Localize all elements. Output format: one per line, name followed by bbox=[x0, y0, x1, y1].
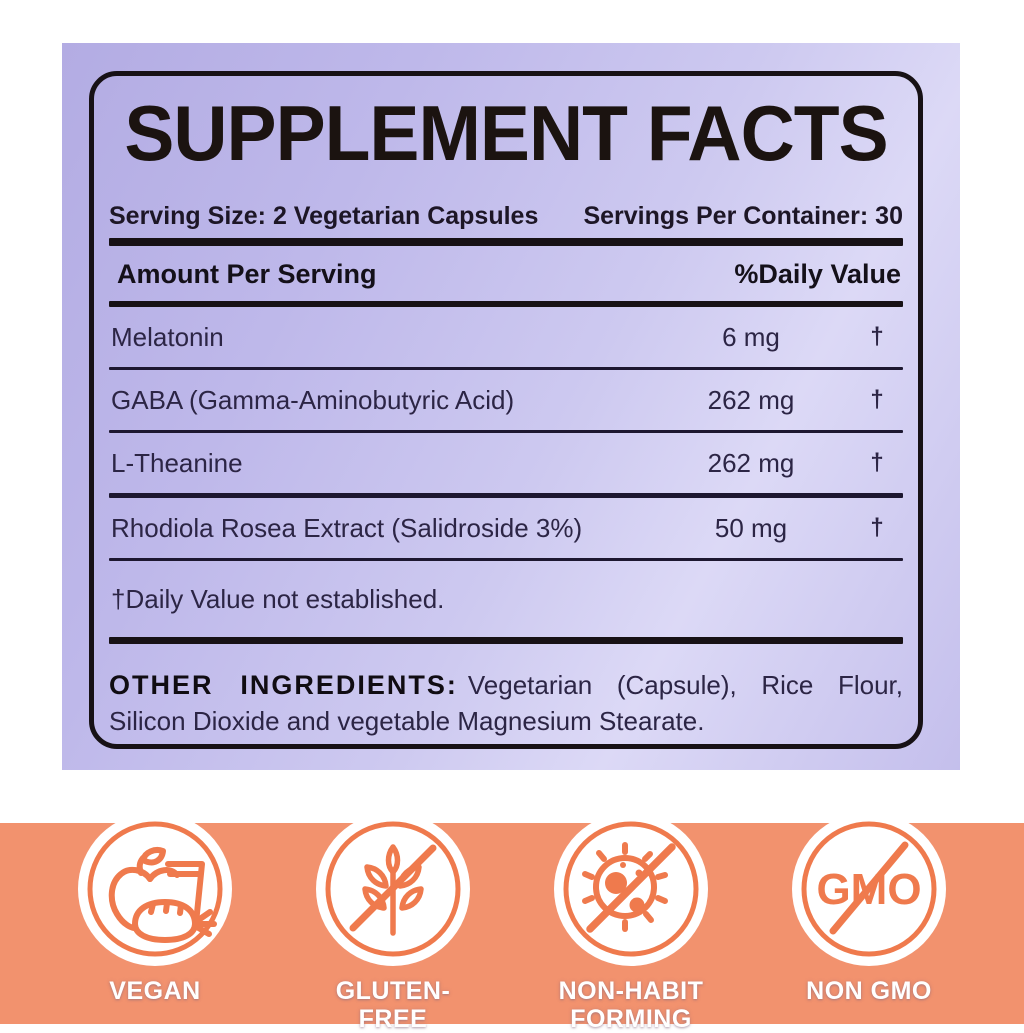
column-header-amount: Amount Per Serving bbox=[117, 259, 377, 289]
nutrient-amount: 262 mg bbox=[707, 447, 795, 478]
row-divider bbox=[109, 493, 903, 498]
row-divider bbox=[109, 558, 903, 561]
nutrient-amount: 50 mg bbox=[714, 512, 788, 543]
badge-non-habit-forming: NON-HABIT FORMING bbox=[553, 811, 709, 1033]
daily-value-footnote: †Daily Value not established. bbox=[111, 583, 445, 614]
nutrient-daily-value: † bbox=[870, 514, 884, 541]
nutrient-name: GABA (Gamma-Aminobutyric Acid) bbox=[111, 384, 515, 415]
panel-title: SUPPLEMENT FACTS bbox=[124, 89, 888, 177]
divider-thick-top bbox=[109, 238, 903, 246]
table-header-row: Amount Per Serving %Daily Value bbox=[109, 246, 903, 301]
badge-label: NON GMO bbox=[806, 977, 932, 1005]
serving-size-text: Serving Size: 2 Vegetarian Capsules bbox=[109, 202, 539, 230]
nutrient-daily-value: † bbox=[870, 323, 884, 350]
table-row: GABA (Gamma-Aminobutyric Acid) 262 mg † bbox=[109, 370, 903, 430]
nutrient-amount: 6 mg bbox=[722, 321, 780, 352]
table-row: Melatonin 6 mg † bbox=[109, 307, 903, 367]
nutrient-name: Rhodiola Rosea Extract (Salidroside 3%) bbox=[111, 512, 583, 543]
vegan-icon bbox=[78, 812, 232, 966]
column-header-daily-value: %Daily Value bbox=[734, 259, 901, 289]
badge-row: VEGAN GLUTEN-FREE bbox=[0, 811, 1024, 1033]
badge-label: VEGAN bbox=[109, 977, 201, 1005]
nutrient-daily-value: † bbox=[870, 386, 884, 413]
nutrient-amount: 262 mg bbox=[707, 384, 795, 415]
servings-per-container-text: Servings Per Container: 30 bbox=[583, 202, 903, 230]
non-habit-forming-icon bbox=[554, 812, 708, 966]
row-divider bbox=[109, 430, 903, 433]
badge-label: GLUTEN-FREE bbox=[335, 977, 451, 1033]
table-row: Rhodiola Rosea Extract (Salidroside 3%) … bbox=[109, 498, 903, 558]
badge-label: NON-HABIT FORMING bbox=[558, 977, 704, 1033]
other-ingredients-paragraph: OTHER INGREDIENTS: Vegetarian (Capsule), … bbox=[109, 668, 903, 738]
nutrient-name: L-Theanine bbox=[111, 447, 243, 478]
serving-info-row: Serving Size: 2 Vegetarian Capsules Serv… bbox=[109, 202, 903, 231]
nutrient-daily-value: † bbox=[870, 449, 884, 476]
supplement-facts-panel: SUPPLEMENT FACTS Serving Size: 2 Vegetar… bbox=[62, 43, 960, 770]
table-row: L-Theanine 262 mg † bbox=[109, 433, 903, 493]
divider-thick-header bbox=[109, 301, 903, 307]
divider-thick-bottom bbox=[109, 637, 903, 644]
nutrient-name: Melatonin bbox=[111, 321, 224, 352]
badge-gluten-free: GLUTEN-FREE bbox=[315, 811, 471, 1033]
panel-border: SUPPLEMENT FACTS Serving Size: 2 Vegetar… bbox=[89, 71, 923, 749]
non-gmo-icon: GMO bbox=[792, 812, 946, 966]
badge-non-gmo: GMO NON GMO bbox=[791, 811, 947, 1033]
badge-vegan: VEGAN bbox=[77, 811, 233, 1033]
other-ingredients-text: Vegetarian (Capsule), Rice Flour, Silico… bbox=[109, 670, 903, 736]
gluten-free-icon bbox=[316, 812, 470, 966]
row-divider bbox=[109, 367, 903, 370]
other-ingredients-label: OTHER INGREDIENTS: bbox=[109, 670, 458, 700]
